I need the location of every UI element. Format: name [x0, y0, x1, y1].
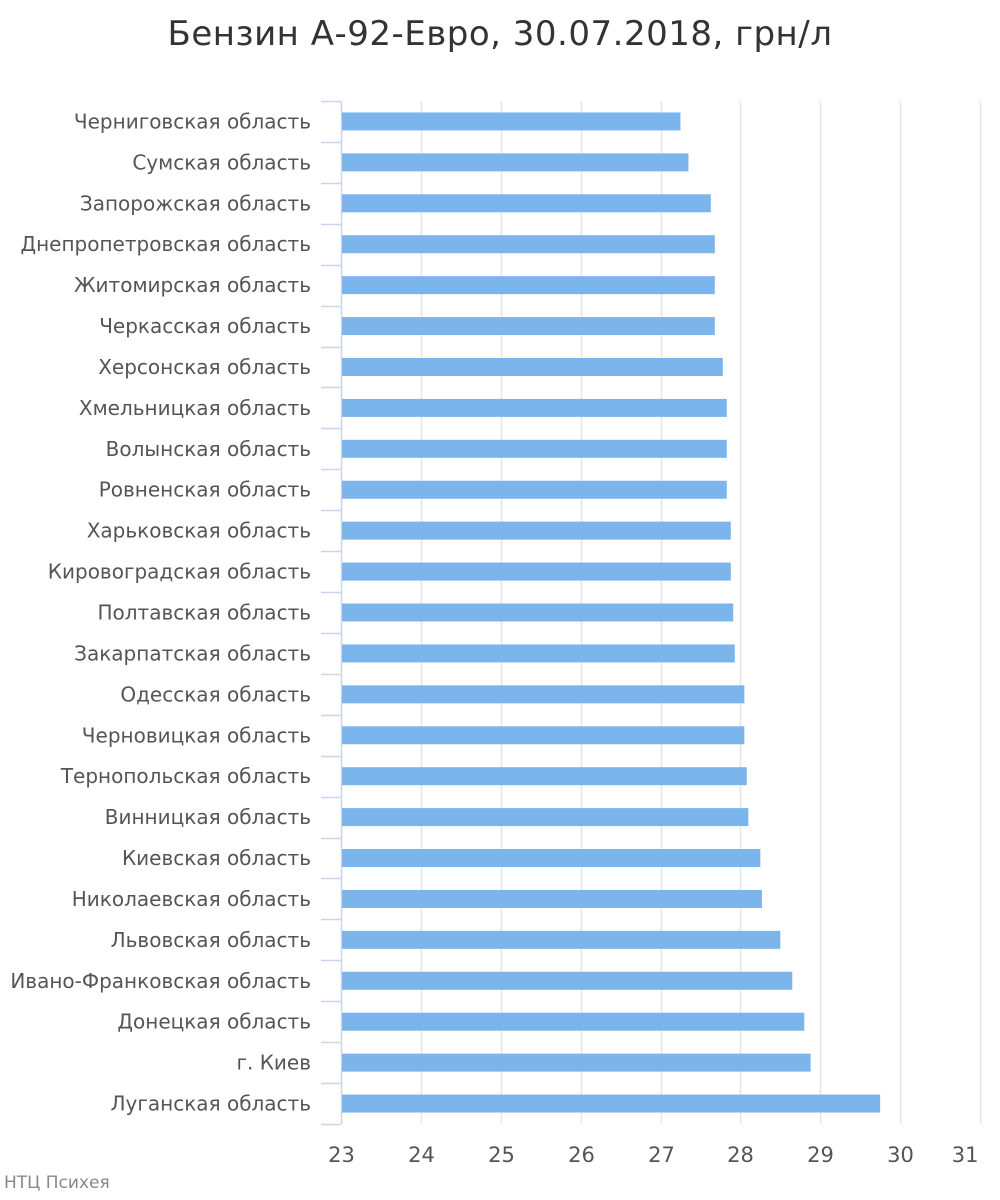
category-label: Ивано-Франковская область: [10, 969, 311, 993]
category-label: Черкасская область: [99, 314, 311, 338]
bar: [342, 808, 749, 827]
category-label: Запорожская область: [80, 191, 311, 215]
category-label: Луганская область: [111, 1092, 311, 1116]
bar: [342, 439, 727, 458]
bar: [342, 276, 715, 295]
category-label: Кировоградская область: [48, 560, 311, 584]
category-label: Киевская область: [122, 846, 311, 870]
x-tick-label: 25: [488, 1143, 515, 1167]
x-tick-label: 23: [328, 1143, 355, 1167]
chart-title: Бензин А-92-Евро, 30.07.2018, грн/л: [167, 14, 833, 54]
category-label: Черниговская область: [74, 109, 311, 133]
x-tick-label: 30: [887, 1143, 914, 1167]
bar: [342, 1012, 805, 1031]
bar: [342, 153, 689, 172]
bar: [342, 685, 745, 704]
bars: [342, 112, 881, 1113]
category-label: Винницкая область: [105, 805, 311, 829]
category-label: Волынская область: [106, 437, 311, 461]
category-label: Хмельницкая область: [79, 396, 311, 420]
bar: [342, 930, 781, 949]
x-tick-label: 26: [568, 1143, 595, 1167]
axes: [321, 100, 343, 1126]
category-label: Ровненская область: [99, 478, 311, 502]
x-tick-labels: 23 24 25 26 27 28 29 30 31: [328, 1143, 978, 1167]
category-label: Полтавская область: [97, 601, 311, 625]
category-label: Одесская область: [120, 682, 311, 706]
bar: [342, 889, 762, 908]
bar: [342, 194, 711, 213]
category-label: Сумская область: [132, 150, 311, 174]
x-tick-label: 27: [648, 1143, 675, 1167]
bar: [342, 480, 727, 499]
x-tick-label: 31: [952, 1143, 979, 1167]
x-tick-label: 24: [408, 1143, 435, 1167]
category-label: Харьковская область: [87, 519, 311, 543]
bar: [342, 112, 681, 131]
category-label: Херсонская область: [98, 355, 311, 379]
x-tick-label: 28: [727, 1143, 754, 1167]
bar: [342, 1094, 881, 1113]
bar: [342, 521, 731, 540]
category-label: Львовская область: [111, 928, 311, 952]
bar: [342, 398, 727, 417]
category-label: Черновицкая область: [82, 723, 311, 747]
category-label: Николаевская область: [72, 887, 311, 911]
category-label: Днепропетровская область: [20, 232, 311, 256]
category-label: Закарпатская область: [74, 641, 311, 665]
category-label: г. Киев: [236, 1051, 311, 1075]
x-tick-label: 29: [807, 1143, 834, 1167]
category-label: Житомирская область: [74, 273, 311, 297]
bar: [342, 562, 731, 581]
category-labels: Черниговская область Сумская область Запор…: [10, 109, 311, 1115]
bar: [342, 971, 793, 990]
category-label: Донецкая область: [117, 1010, 311, 1034]
bar: [342, 767, 747, 786]
bar: [342, 644, 735, 663]
bar: [342, 317, 715, 336]
bar: [342, 603, 734, 622]
bar: [342, 357, 723, 376]
category-label: Тернопольская область: [60, 764, 311, 788]
bar: [342, 726, 745, 745]
bar: [342, 235, 715, 254]
bar: [342, 1053, 811, 1072]
credit-text: НТЦ Психея: [4, 1173, 110, 1193]
bar: [342, 849, 761, 868]
